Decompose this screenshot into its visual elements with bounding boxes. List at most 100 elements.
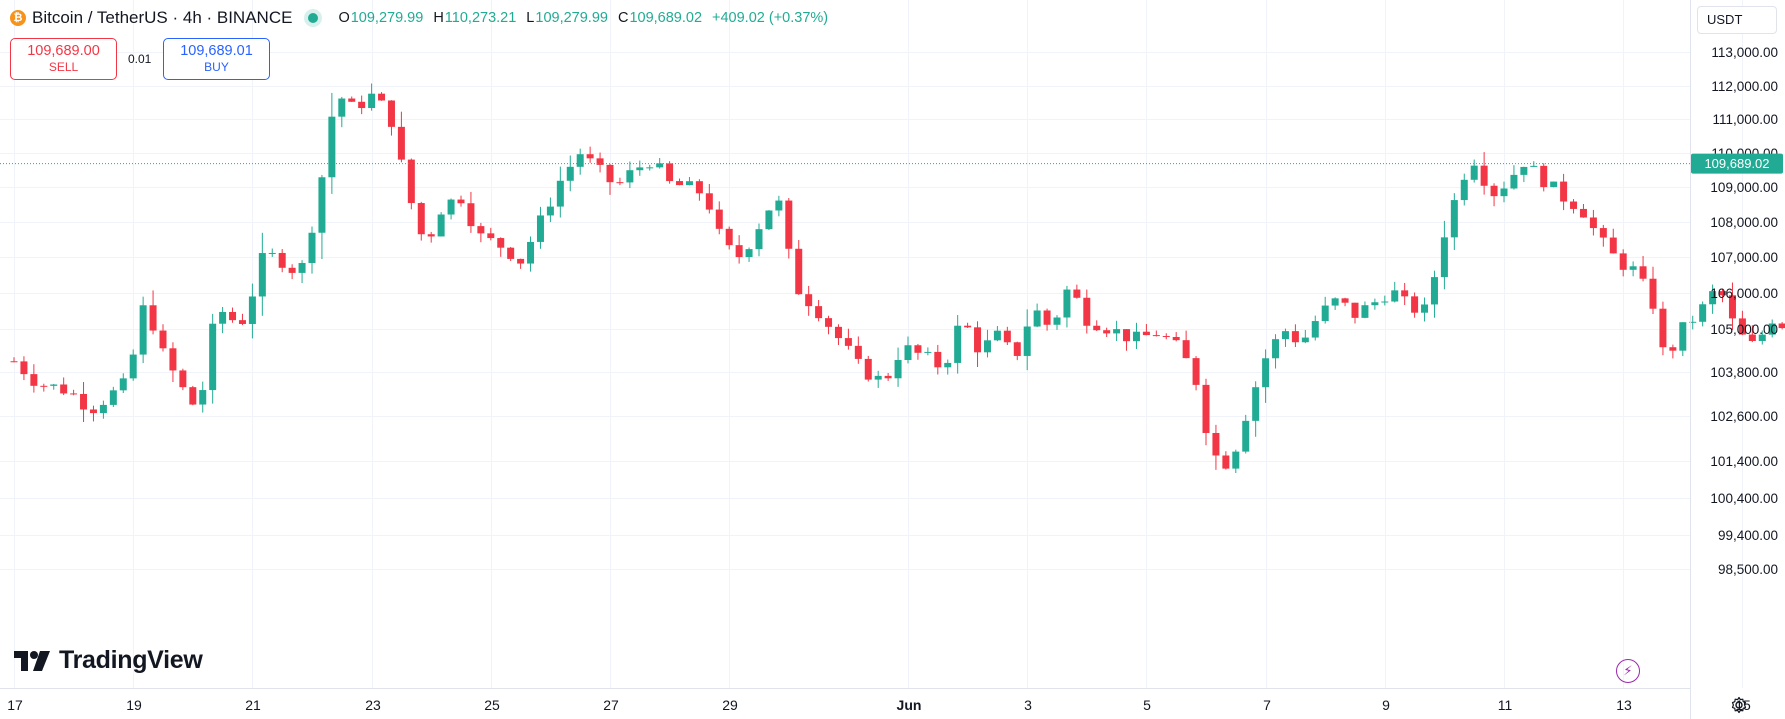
candle-body [1629,266,1637,270]
candle-body [1093,325,1101,331]
candle-body [1480,165,1488,186]
candle-body [606,164,614,183]
candle-body [715,209,723,229]
candle-body [129,354,137,379]
candle-body [407,159,415,204]
ohlc-change: +409.02 (+0.37%) [712,10,829,26]
candle-body [914,345,922,353]
candle-body [1748,334,1756,341]
candle-body [864,358,872,380]
candle-body [944,362,952,368]
price-tick-label: 102,600.00 [1710,409,1778,424]
currency-selector[interactable]: USDT [1697,6,1777,34]
ohlc-close: C109,689.02 [617,10,703,26]
candle-body [527,241,535,264]
candle-body [1033,310,1041,327]
candle-body [1142,331,1150,336]
candle-body [1500,188,1508,197]
candle-body [467,203,475,227]
candle-body [626,170,634,183]
candle-body [825,318,833,327]
candle-body [278,252,286,268]
candle-body [229,311,237,321]
candle-body [159,330,167,349]
candle-body [1470,165,1478,180]
candle-body [387,100,395,127]
candle-body [1699,304,1707,322]
candle-body [815,306,823,319]
candle-body [1421,304,1429,313]
candle-body [348,98,356,102]
tradingview-logo-icon [14,650,50,671]
candle-body [695,181,703,194]
candle-body [993,330,1001,341]
candle-body [378,93,386,101]
candle-body [1738,318,1746,335]
time-tick-label: Jun [897,697,922,713]
candle-body [1212,432,1220,456]
candle-body [536,215,544,242]
market-open-status-icon[interactable] [308,13,319,23]
ohlc-low: L109,279.99 [526,10,608,26]
time-tick-label: 25 [484,697,500,713]
candle-body [1232,451,1240,469]
candle-body [1023,326,1031,356]
candle-body [119,378,127,391]
settings-gear-icon[interactable] [1728,694,1750,716]
candle-body [457,199,465,204]
candle-body [1589,217,1597,229]
candle-body [556,180,564,207]
time-tick-label: 17 [7,697,23,713]
candle-body [1639,266,1647,279]
candle-body [437,214,445,237]
candle-body [1560,181,1568,202]
candle-body [1550,181,1558,188]
candle-body [1510,174,1518,189]
candle-body [1123,329,1131,342]
price-tick-label: 111,000.00 [1712,112,1778,127]
candle-body [805,294,813,307]
candle-body [1599,228,1607,238]
time-axis[interactable]: 17192123252729Jun35791113151719212325272… [7,697,1785,713]
candle-body [288,267,296,273]
tradingview-logo[interactable]: TradingView [14,646,203,675]
candle-body [1043,310,1051,325]
candle-body [30,374,38,386]
candle-body [636,167,644,171]
candle-body [924,351,932,353]
candle-body [318,177,326,233]
candle-body [1073,289,1081,298]
candle-body [775,200,783,211]
buy-button[interactable]: 109,689.01 BUY [163,38,270,80]
sell-button[interactable]: 109,689.00 SELL [10,38,117,80]
candle-body [1719,291,1727,296]
candle-body [507,247,515,259]
candle-body [189,387,197,405]
price-tick-label: 113,000.00 [1711,45,1778,60]
candle-body [1113,329,1121,334]
candle-body [99,404,107,414]
candlestick-series [10,83,1785,473]
time-tick-label: 3 [1024,697,1032,713]
time-tick-label: 7 [1263,697,1271,713]
candle-body [1530,165,1538,167]
candle-body [795,248,803,295]
price-axis[interactable]: 113,000.00112,000.00111,000.00110,000.00… [1710,45,1778,577]
lightning-icon[interactable]: ⚡ [1616,659,1640,683]
price-tick-label: 106,000.00 [1710,286,1778,301]
price-tick-label: 109,000.00 [1710,180,1778,195]
candle-body [219,311,227,324]
candle-body [1440,237,1448,278]
candle-body [80,393,88,410]
candle-body [477,226,485,234]
candle-body [735,245,743,258]
candle-body [1341,298,1349,303]
time-tick-label: 29 [722,697,738,713]
candle-body [546,206,554,216]
symbol-title[interactable]: Bitcoin / TetherUS · 4h · BINANCE [32,8,293,27]
candle-body [1540,165,1548,188]
candle-body [258,253,266,297]
price-tick-label: 105,000.00 [1710,322,1778,337]
candle-body [368,93,376,109]
